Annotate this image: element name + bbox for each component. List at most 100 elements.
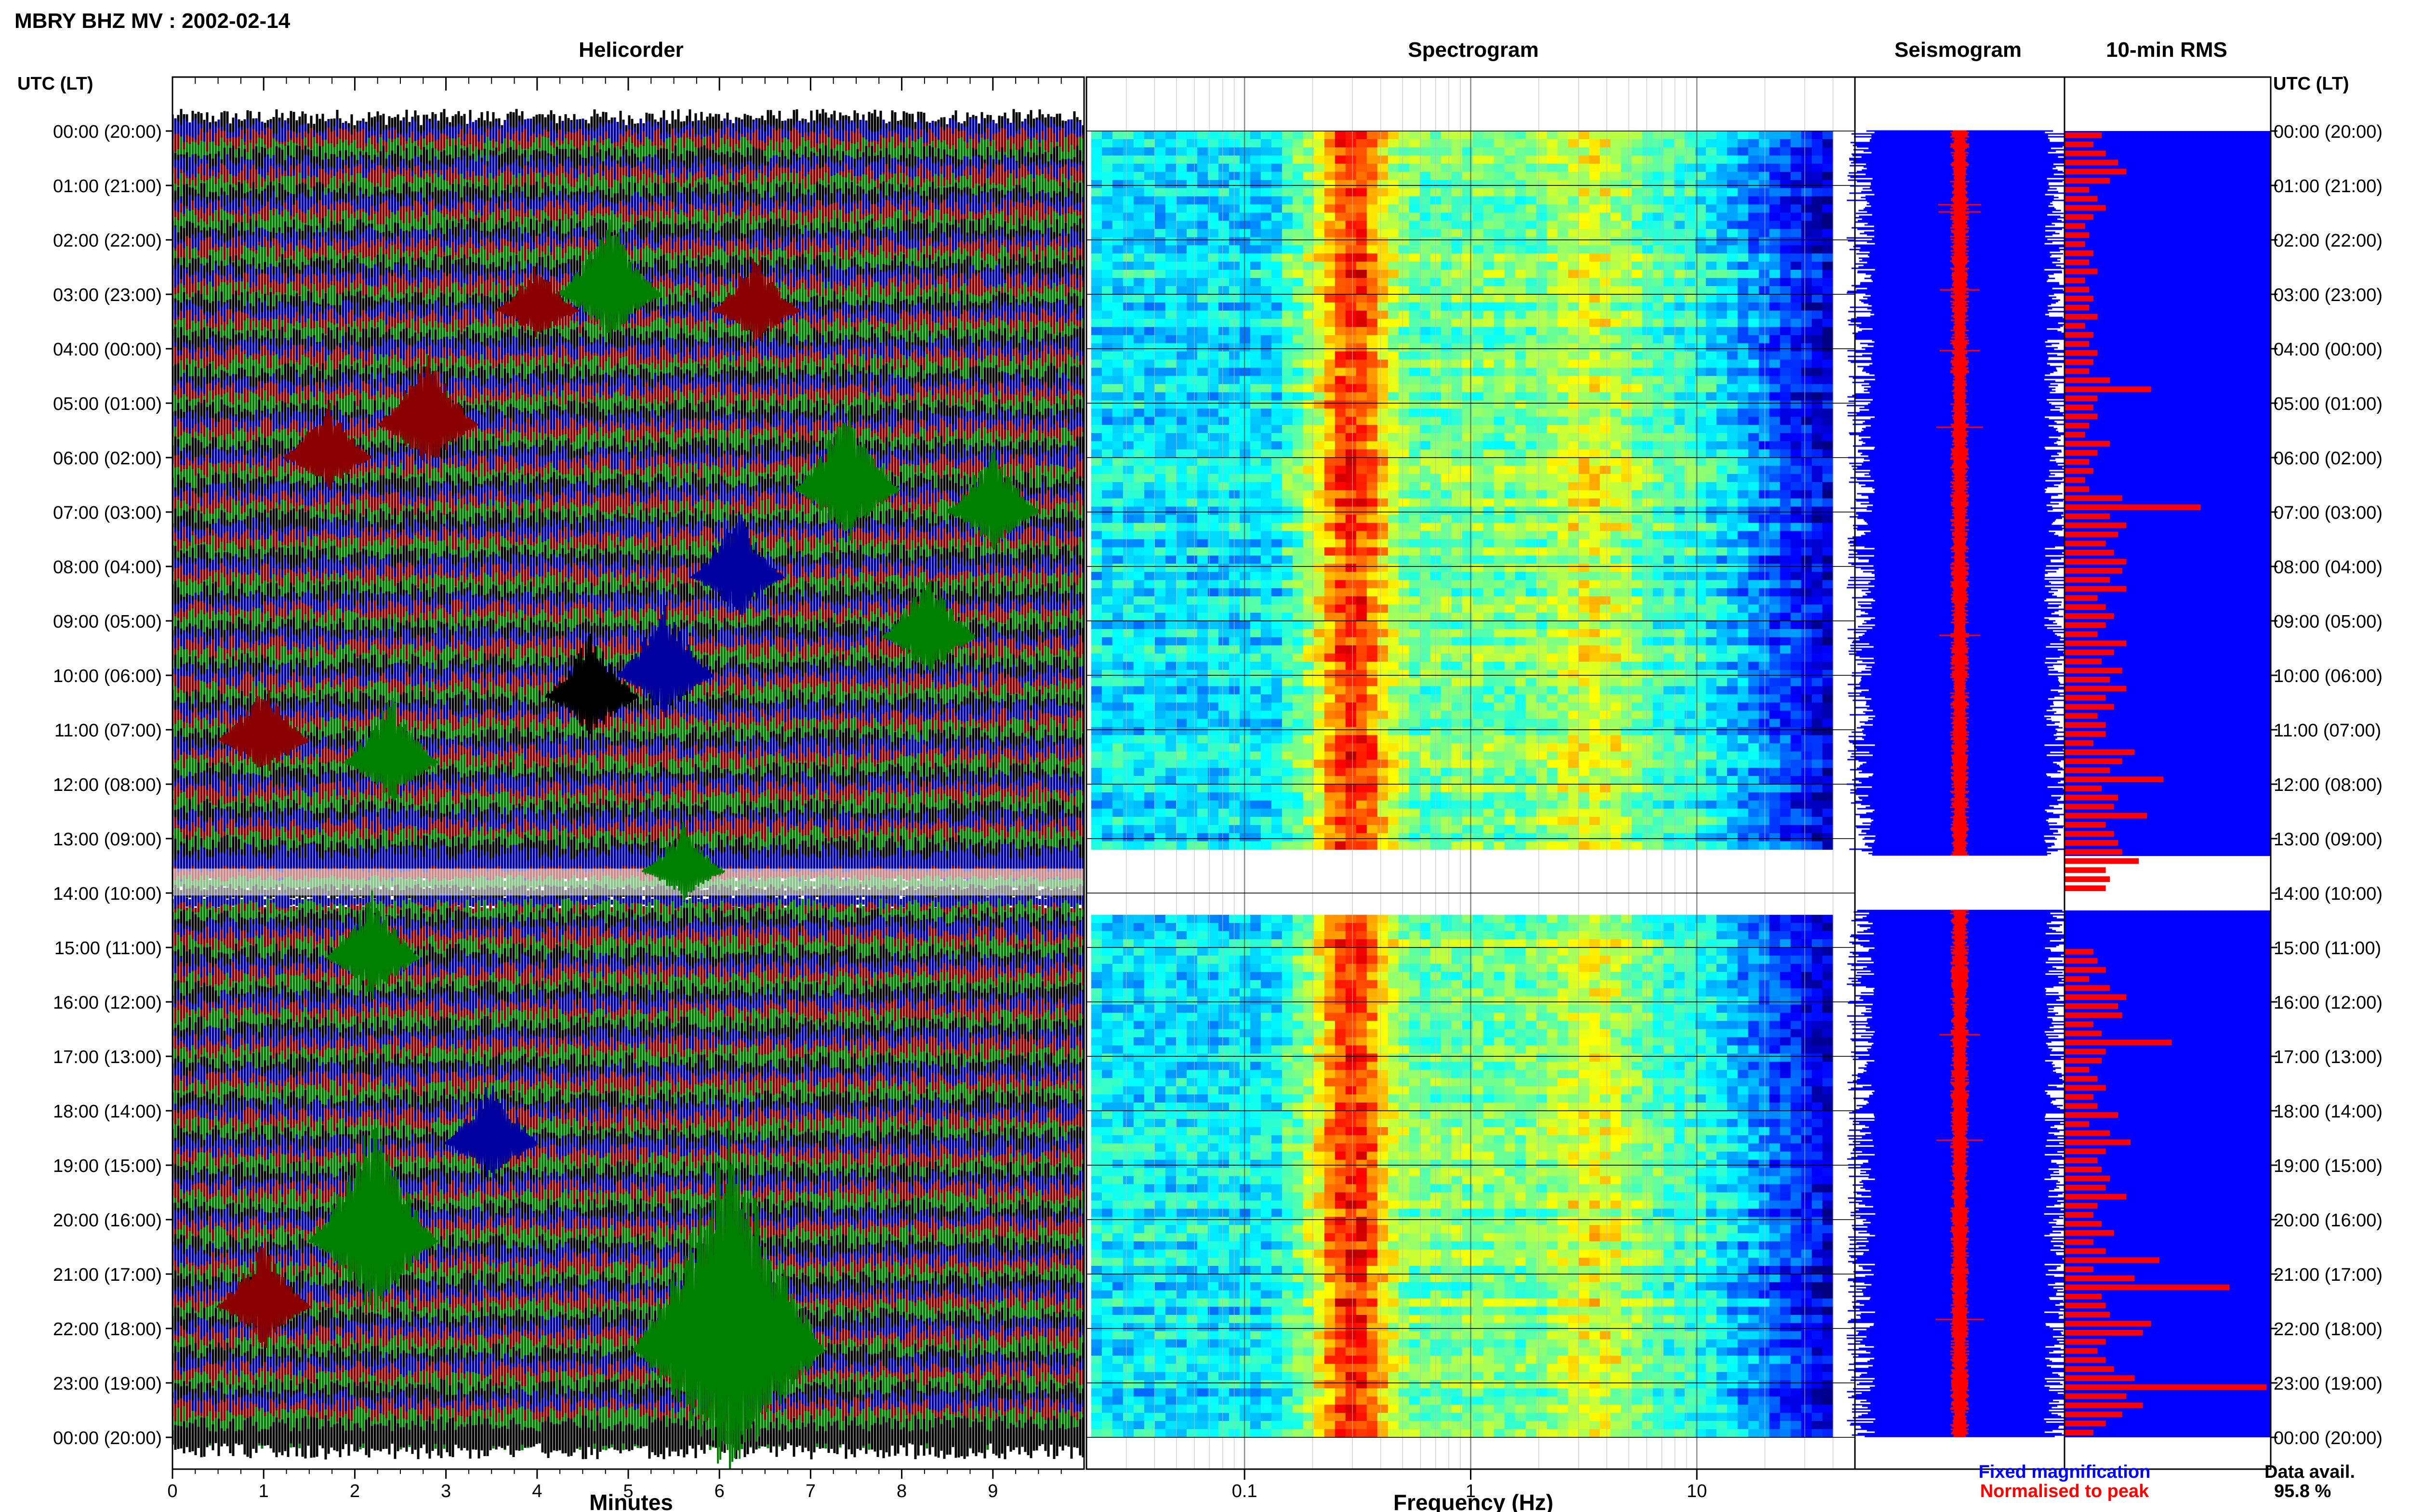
spectrogram-cell xyxy=(1112,286,1124,295)
spectrogram-cell xyxy=(1780,425,1791,434)
spectrogram-cell xyxy=(1547,286,1558,295)
spectrogram-cell xyxy=(1112,523,1124,532)
spectrogram-cell xyxy=(1282,147,1293,156)
spectrogram-cell xyxy=(1154,286,1166,295)
spectrogram-cell xyxy=(1610,637,1622,646)
spectrogram-cell xyxy=(1356,645,1367,654)
spectrogram-cell xyxy=(1441,278,1452,287)
spectrogram-cell xyxy=(1313,645,1325,654)
spectrogram-cell xyxy=(1112,506,1124,515)
spectrogram-cell xyxy=(1123,514,1134,524)
spectrogram-cell xyxy=(1207,286,1219,295)
spectrogram-cell xyxy=(1515,506,1526,515)
spectrogram-cell xyxy=(1631,621,1643,630)
spectrogram-cell xyxy=(1292,523,1304,532)
spectrogram-cell xyxy=(1610,318,1622,328)
spectrogram-cell xyxy=(1600,212,1611,222)
spectrogram-cell xyxy=(1547,262,1558,270)
spectrogram-cell xyxy=(1388,539,1399,548)
spectrogram-cell xyxy=(1536,465,1548,474)
spectrogram-cell xyxy=(1759,441,1770,450)
spectrogram-cell xyxy=(1144,368,1155,377)
spectrogram-cell xyxy=(1451,400,1463,409)
spectrogram-cell xyxy=(1727,196,1738,205)
spectrogram-cell xyxy=(1250,670,1261,679)
spectrogram-cell xyxy=(1780,384,1791,393)
spectrogram-cell xyxy=(1472,661,1484,671)
spectrogram-cell xyxy=(1483,318,1495,328)
spectrogram-cell xyxy=(1250,417,1261,425)
spectrogram-cell xyxy=(1769,539,1781,548)
spectrogram-cell xyxy=(1801,131,1813,140)
spectrogram-cell xyxy=(1547,212,1558,222)
spectrogram-cell xyxy=(1419,482,1431,491)
spectrogram-cell xyxy=(1504,653,1516,662)
spectrogram-cell xyxy=(1303,294,1314,303)
spectrogram-cell xyxy=(1101,351,1113,360)
spectrogram-cell xyxy=(1419,262,1431,270)
spectrogram-cell xyxy=(1557,441,1569,450)
spectrogram-cell xyxy=(1409,547,1420,556)
spectrogram-cell xyxy=(1589,400,1601,409)
spectrogram-cell xyxy=(1377,547,1389,556)
spectrogram-cell xyxy=(1250,131,1261,140)
spectrogram-cell xyxy=(1123,449,1134,458)
spectrogram-cell xyxy=(1494,335,1505,344)
spectrogram-cell xyxy=(1218,204,1230,213)
spectrogram-cell xyxy=(1419,433,1431,442)
spectrogram-cell xyxy=(1610,384,1622,393)
spectrogram-cell xyxy=(1812,163,1823,172)
spectrogram-cell xyxy=(1568,523,1579,532)
spectrogram-cell xyxy=(1112,555,1124,564)
spectrogram-cell xyxy=(1123,351,1134,360)
spectrogram-cell xyxy=(1462,425,1473,434)
spectrogram-cell xyxy=(1133,204,1145,213)
spectrogram-cell xyxy=(1409,318,1420,328)
spectrogram-cell xyxy=(1610,531,1622,540)
spectrogram-cell xyxy=(1695,629,1707,638)
spectrogram-cell xyxy=(1366,482,1378,491)
spectrogram-cell xyxy=(1790,294,1802,303)
spectrogram-cell xyxy=(1186,318,1198,328)
spectrogram-cell xyxy=(1377,139,1389,148)
spectrogram-cell xyxy=(1462,335,1473,344)
spectrogram-cell xyxy=(1207,392,1219,401)
spectrogram-cell xyxy=(1695,531,1707,540)
spectrogram-cell xyxy=(1472,596,1484,605)
spectrogram-cell xyxy=(1568,384,1579,393)
spectrogram-cell xyxy=(1536,212,1548,222)
spectrogram-cell xyxy=(1578,555,1590,564)
spectrogram-cell xyxy=(1684,270,1696,278)
spectrogram-cell xyxy=(1303,531,1314,540)
spectrogram-cell xyxy=(1536,327,1548,336)
spectrogram-cell xyxy=(1218,637,1230,646)
spectrogram-cell xyxy=(1737,368,1749,377)
spectrogram-cell xyxy=(1154,482,1166,491)
spectrogram-cell xyxy=(1282,580,1293,589)
spectrogram-cell xyxy=(1366,131,1378,140)
spectrogram-cell xyxy=(1525,580,1537,589)
spectrogram-cell xyxy=(1557,564,1569,572)
spectrogram-cell xyxy=(1313,621,1325,630)
spectrogram-cell xyxy=(1207,368,1219,377)
spectrogram-cell xyxy=(1578,629,1590,638)
spectrogram-cell xyxy=(1154,473,1166,483)
spectrogram-cell xyxy=(1674,637,1685,646)
spectrogram-cell xyxy=(1123,245,1134,254)
spectrogram-cell xyxy=(1748,433,1760,442)
spectrogram-cell xyxy=(1674,506,1685,515)
spectrogram-cell xyxy=(1589,539,1601,548)
spectrogram-cell xyxy=(1441,547,1452,556)
spectrogram-cell xyxy=(1600,523,1611,532)
spectrogram-cell xyxy=(1091,408,1102,417)
spectrogram-cell xyxy=(1631,564,1643,572)
spectrogram-cell xyxy=(1568,163,1579,172)
spectrogram-cell xyxy=(1271,621,1283,630)
spectrogram-cell xyxy=(1091,531,1102,540)
spectrogram-cell xyxy=(1388,376,1399,385)
spectrogram-cell xyxy=(1197,343,1208,352)
spectrogram-cell xyxy=(1377,564,1389,572)
spectrogram-cell xyxy=(1419,270,1431,278)
spectrogram-cell xyxy=(1621,572,1632,580)
spectrogram-cell xyxy=(1335,547,1346,556)
